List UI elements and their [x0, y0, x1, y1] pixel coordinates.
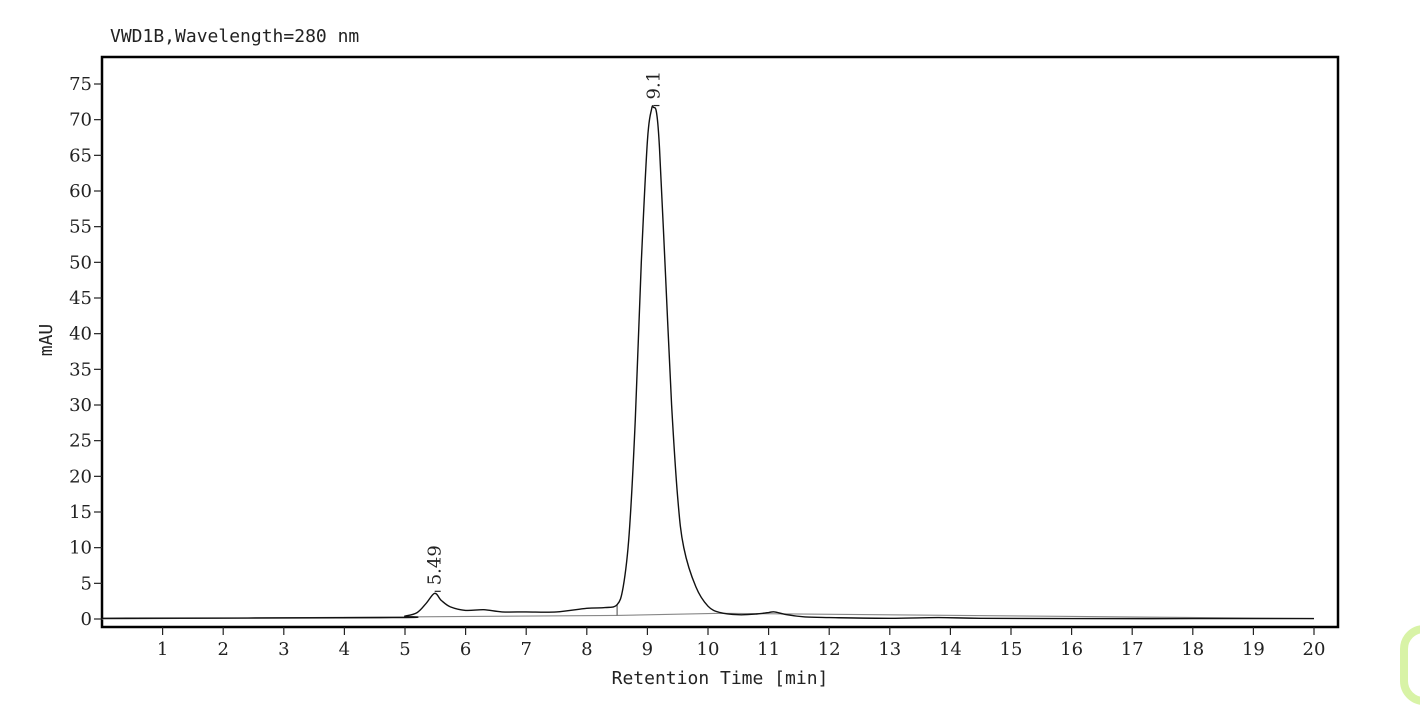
- peak-label: 9.1: [644, 71, 665, 100]
- y-tick-label: 20: [69, 466, 92, 487]
- y-tick-label: 55: [69, 217, 92, 238]
- x-axis-title: Retention Time [min]: [612, 668, 829, 689]
- x-tick-label: 19: [1242, 639, 1265, 660]
- y-axis-title: mAU: [36, 324, 57, 357]
- x-tick-label: 15: [1000, 639, 1023, 660]
- x-tick-label: 18: [1181, 639, 1204, 660]
- x-tick-label: 14: [939, 639, 962, 660]
- x-tick-label: 1: [157, 639, 168, 660]
- chart-title: VWD1B,Wavelength=280 nm: [110, 26, 359, 47]
- x-tick-label: 17: [1121, 639, 1144, 660]
- x-tick-label: 2: [217, 639, 228, 660]
- plot-frame: [100, 55, 1340, 629]
- x-tick-label: 13: [878, 639, 901, 660]
- y-tick-label: 5: [81, 573, 92, 594]
- x-tick-label: 5: [399, 639, 410, 660]
- y-tick-label: 65: [69, 145, 92, 166]
- y-tick-label: 30: [69, 395, 92, 416]
- y-tick-label: 70: [69, 110, 92, 131]
- x-axis: 1 2 3 4 5 6 7 8 9 10 11 12 13 14 15 16 17 18 19 20: [157, 627, 1326, 660]
- x-tick-label: 8: [581, 639, 592, 660]
- integration-baseline: [617, 612, 721, 616]
- y-tick-label: 35: [69, 359, 92, 380]
- peak-labels: 5.49 9.1: [425, 71, 665, 592]
- x-tick-label: 4: [339, 639, 350, 660]
- x-tick-label: 6: [460, 639, 471, 660]
- x-tick-label: 16: [1060, 639, 1083, 660]
- integration-baseline: [720, 612, 1315, 620]
- chromatogram-trace: [101, 105, 1314, 620]
- x-tick-label: 11: [757, 639, 780, 660]
- x-tick-label: 3: [278, 639, 289, 660]
- y-tick-label: 40: [69, 324, 92, 345]
- x-tick-label: 7: [520, 639, 531, 660]
- y-tick-label: 0: [81, 609, 92, 630]
- x-tick-label: 10: [697, 639, 720, 660]
- x-tick-label: 12: [818, 639, 841, 660]
- y-tick-label: 60: [69, 181, 92, 202]
- y-tick-label: 45: [69, 288, 92, 309]
- y-tick-label: 15: [69, 502, 92, 523]
- y-tick-label: 50: [69, 252, 92, 273]
- y-tick-label: 10: [69, 538, 92, 559]
- x-tick-label: 20: [1303, 639, 1326, 660]
- peak-label: 5.49: [425, 545, 446, 585]
- x-tick-label: 9: [642, 639, 653, 660]
- y-axis: 0 5 10 15 20 25 30 35 40 45 50 55 60 65 70 75: [69, 74, 102, 630]
- y-tick-label: 75: [69, 74, 92, 95]
- y-tick-label: 25: [69, 431, 92, 452]
- decorative-corner-shape: [1400, 625, 1420, 705]
